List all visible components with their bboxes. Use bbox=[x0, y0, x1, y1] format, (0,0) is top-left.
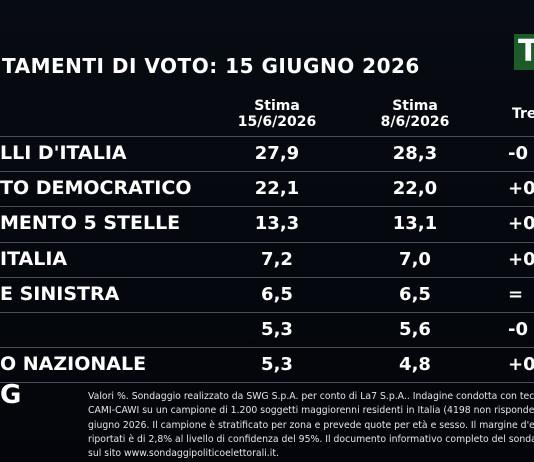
party-name: LLI D'ITALIA bbox=[0, 142, 127, 164]
value: 5,6 bbox=[399, 319, 431, 340]
trend: +0 bbox=[508, 248, 534, 270]
row-separator bbox=[0, 136, 534, 137]
value: 6,5 bbox=[261, 283, 293, 305]
column-header: Tre bbox=[512, 106, 534, 122]
value: 4,8 bbox=[399, 354, 431, 376]
row-separator bbox=[0, 382, 534, 384]
column-header: Stima bbox=[254, 98, 300, 114]
trend: -0 bbox=[508, 319, 528, 340]
footnote-line: CAMI-CAWI su un campione di 1.200 sogget… bbox=[88, 405, 534, 417]
trend: = bbox=[508, 283, 524, 305]
value: 5,3 bbox=[261, 354, 293, 376]
row-separator bbox=[0, 276, 534, 278]
value: 28,3 bbox=[392, 143, 438, 164]
value: 22,0 bbox=[392, 178, 438, 200]
party-name: TO DEMOCRATICO bbox=[0, 177, 192, 200]
row-separator bbox=[0, 206, 534, 208]
row-separator bbox=[0, 171, 534, 173]
footnote-line: riportati è di 2,8% al livello di confid… bbox=[88, 433, 534, 445]
trend: +0 bbox=[508, 213, 534, 235]
party-name: ITALIA bbox=[0, 247, 68, 270]
party-name: O NAZIONALE bbox=[0, 353, 147, 376]
value: 13,1 bbox=[392, 213, 438, 235]
footnote-line: sul sito www.sondaggipoliticoelettorali.… bbox=[88, 448, 279, 460]
row-separator bbox=[0, 347, 534, 349]
party-name: E SINISTRA bbox=[0, 282, 120, 305]
row-separator bbox=[0, 241, 534, 243]
column-header: 15/6/2026 bbox=[237, 114, 317, 130]
row-separator bbox=[0, 312, 534, 313]
title: TAMENTI DI VOTO: 15 GIUGNO 2026 bbox=[2, 54, 420, 78]
party-name: MENTO 5 STELLE bbox=[0, 212, 181, 235]
footnote-line: giugno 2026. Il campione è stratificato … bbox=[88, 419, 534, 431]
column-header: Stima bbox=[392, 98, 438, 114]
value: 27,9 bbox=[254, 143, 300, 164]
column-header: 8/6/2026 bbox=[380, 114, 450, 130]
trend: +0 bbox=[508, 178, 534, 200]
value: 7,0 bbox=[399, 248, 431, 270]
pollster-logo: G bbox=[0, 380, 22, 410]
value: 13,3 bbox=[254, 213, 300, 235]
value: 6,5 bbox=[399, 283, 431, 305]
value: 5,3 bbox=[261, 319, 293, 340]
value: 22,1 bbox=[254, 178, 300, 200]
channel-logo: T bbox=[514, 34, 534, 70]
value: 7,2 bbox=[261, 248, 293, 270]
trend: +0 bbox=[508, 354, 534, 376]
trend: -0 bbox=[508, 143, 528, 164]
footnote-line: Valori %. Sondaggio realizzato da SWG S.… bbox=[88, 391, 534, 402]
